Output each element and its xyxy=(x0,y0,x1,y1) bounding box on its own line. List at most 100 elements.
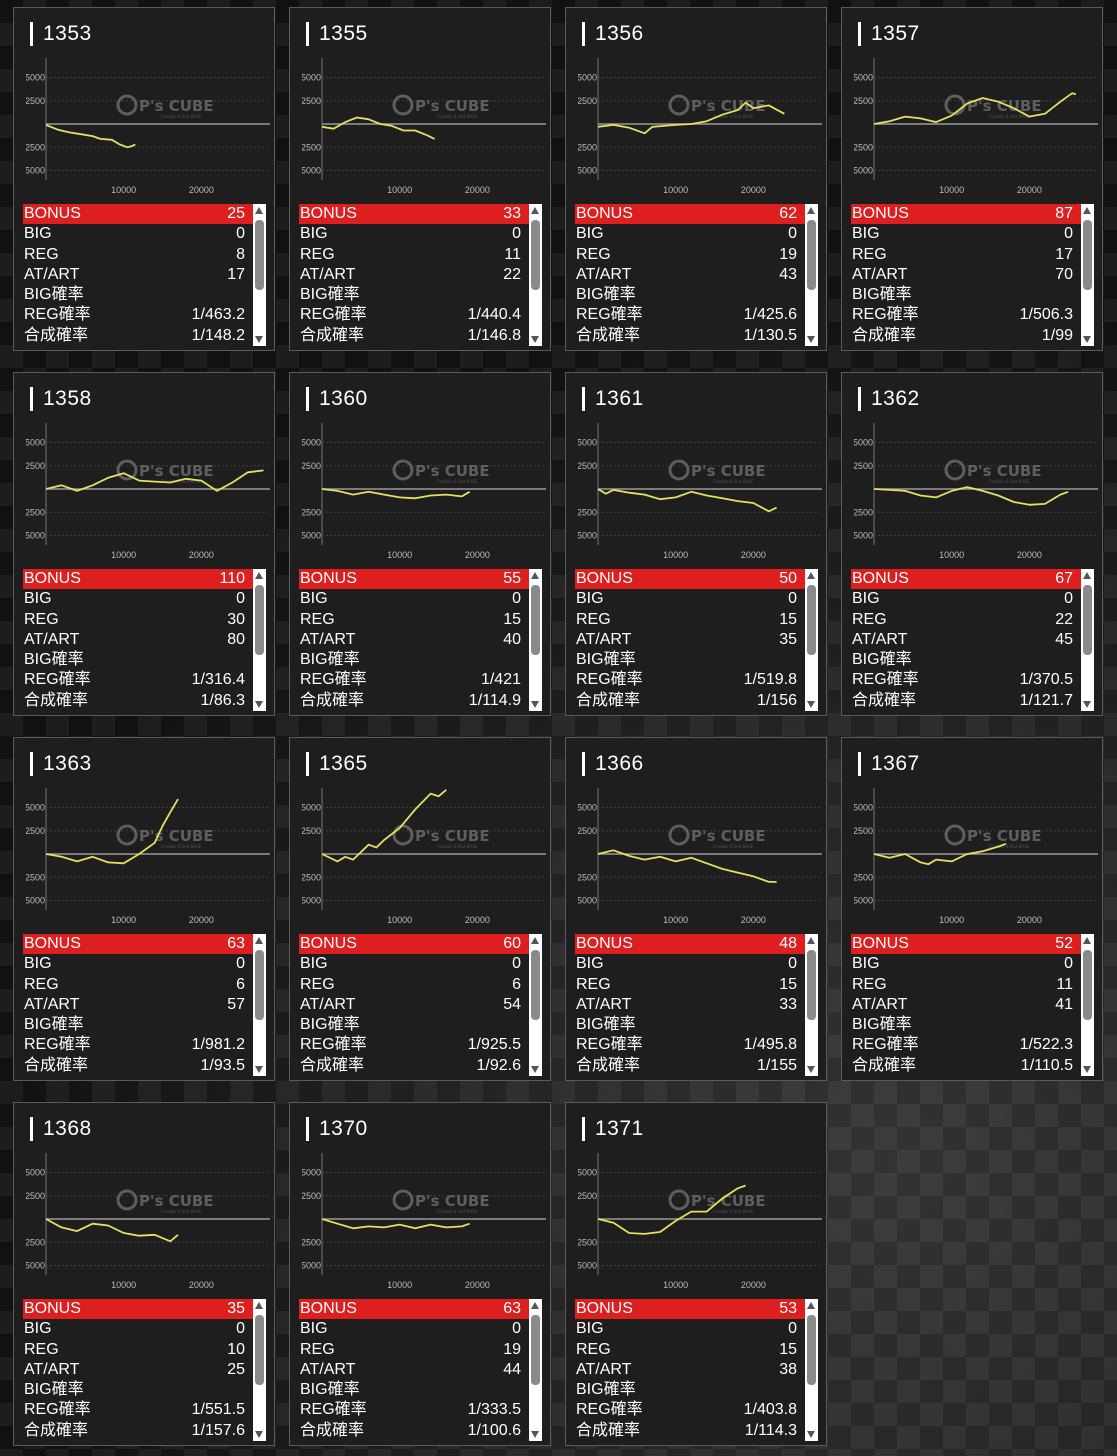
reg-prob-label: REG確率 xyxy=(24,1401,91,1419)
scroll-down-arrow-icon[interactable] xyxy=(531,701,539,708)
machine-number[interactable]: 1360 xyxy=(319,387,368,410)
scroll-down-arrow-icon[interactable] xyxy=(531,1066,539,1073)
stats-scrollbar[interactable] xyxy=(805,934,818,1076)
machine-card[interactable]: 1360 5000 2500 -2500 -5000 10000 20000 P's CUB… xyxy=(289,372,551,716)
stats-scrollbar[interactable] xyxy=(1081,204,1094,346)
stats-scrollbar[interactable] xyxy=(1081,934,1094,1076)
scroll-down-arrow-icon[interactable] xyxy=(255,1431,263,1438)
scroll-down-arrow-icon[interactable] xyxy=(807,1431,815,1438)
stats-scrollbar[interactable] xyxy=(805,1299,818,1441)
scroll-down-arrow-icon[interactable] xyxy=(1083,336,1091,343)
reg-prob-value: 1/506.3 xyxy=(1019,306,1073,324)
machine-card[interactable]: 1358 5000 2500 -2500 -5000 10000 20000 P's CUB… xyxy=(13,372,275,716)
scroll-up-arrow-icon[interactable] xyxy=(1083,572,1091,579)
stats-scrollbar[interactable] xyxy=(529,204,542,346)
scroll-up-arrow-icon[interactable] xyxy=(255,207,263,214)
scroll-up-arrow-icon[interactable] xyxy=(255,572,263,579)
scroll-down-arrow-icon[interactable] xyxy=(807,701,815,708)
x-tick-label: 20000 xyxy=(741,550,766,560)
stats-scrollbar[interactable] xyxy=(805,204,818,346)
machine-number[interactable]: 1355 xyxy=(319,22,368,45)
scroll-up-arrow-icon[interactable] xyxy=(807,937,815,944)
scroll-up-arrow-icon[interactable] xyxy=(1083,207,1091,214)
machine-number[interactable]: 1356 xyxy=(595,22,644,45)
scroll-thumb[interactable] xyxy=(531,585,540,655)
scroll-up-arrow-icon[interactable] xyxy=(807,1302,815,1309)
scroll-down-arrow-icon[interactable] xyxy=(807,1066,815,1073)
scroll-thumb[interactable] xyxy=(531,220,540,290)
scroll-up-arrow-icon[interactable] xyxy=(531,207,539,214)
machine-card[interactable]: 1370 5000 2500 -2500 -5000 10000 20000 P's CUB… xyxy=(289,1102,551,1446)
machine-card[interactable]: 1365 5000 2500 -2500 -5000 10000 20000 P's CUB… xyxy=(289,737,551,1081)
y-tick-label: 2500 xyxy=(26,1191,45,1201)
stats-scrollbar[interactable] xyxy=(529,1299,542,1441)
scroll-thumb[interactable] xyxy=(807,1315,816,1385)
reg-value: 11 xyxy=(1056,975,1073,993)
scroll-thumb[interactable] xyxy=(255,585,264,655)
scroll-thumb[interactable] xyxy=(807,220,816,290)
stats-scrollbar[interactable] xyxy=(1081,569,1094,711)
machine-number[interactable]: 1371 xyxy=(595,1117,644,1140)
machine-card[interactable]: 1371 5000 2500 -2500 -5000 10000 20000 P's CUB… xyxy=(565,1102,827,1446)
scroll-up-arrow-icon[interactable] xyxy=(1083,937,1091,944)
machine-number[interactable]: 1362 xyxy=(871,387,920,410)
scroll-down-arrow-icon[interactable] xyxy=(255,701,263,708)
scroll-down-arrow-icon[interactable] xyxy=(531,1431,539,1438)
big-value: 0 xyxy=(512,955,521,973)
machine-number[interactable]: 1366 xyxy=(595,752,644,775)
stats-scrollbar[interactable] xyxy=(253,1299,266,1441)
scroll-thumb[interactable] xyxy=(255,950,264,1020)
atart-value: 80 xyxy=(227,630,245,648)
scroll-thumb[interactable] xyxy=(1083,585,1092,655)
scroll-thumb[interactable] xyxy=(1083,220,1092,290)
scroll-thumb[interactable] xyxy=(255,1315,264,1385)
machine-number[interactable]: 1357 xyxy=(871,22,920,45)
machine-number[interactable]: 1358 xyxy=(43,387,92,410)
atart-row: AT/ART 33 xyxy=(575,995,817,1015)
y-tick-label: -2500 xyxy=(26,142,45,152)
scroll-thumb[interactable] xyxy=(807,950,816,1020)
scroll-down-arrow-icon[interactable] xyxy=(1083,701,1091,708)
stats-scrollbar[interactable] xyxy=(253,569,266,711)
machine-card[interactable]: 1356 5000 2500 -2500 -5000 10000 20000 P's CUB… xyxy=(565,7,827,351)
stats-scrollbar[interactable] xyxy=(529,569,542,711)
machine-number[interactable]: 1370 xyxy=(319,1117,368,1140)
machine-number[interactable]: 1363 xyxy=(43,752,92,775)
scroll-up-arrow-icon[interactable] xyxy=(531,572,539,579)
scroll-up-arrow-icon[interactable] xyxy=(531,937,539,944)
machine-number[interactable]: 1367 xyxy=(871,752,920,775)
stats-scrollbar[interactable] xyxy=(805,569,818,711)
scroll-down-arrow-icon[interactable] xyxy=(255,1066,263,1073)
machine-card[interactable]: 1361 5000 2500 -2500 -5000 10000 20000 P's CUB… xyxy=(565,372,827,716)
scroll-thumb[interactable] xyxy=(531,1315,540,1385)
stats-scrollbar[interactable] xyxy=(253,204,266,346)
machine-card[interactable]: 1357 5000 2500 -2500 -5000 10000 20000 P's CUB… xyxy=(841,7,1103,351)
scroll-down-arrow-icon[interactable] xyxy=(255,336,263,343)
scroll-up-arrow-icon[interactable] xyxy=(807,207,815,214)
y-tick-label: -5000 xyxy=(854,166,873,176)
machine-number[interactable]: 1361 xyxy=(595,387,644,410)
scroll-down-arrow-icon[interactable] xyxy=(531,336,539,343)
scroll-up-arrow-icon[interactable] xyxy=(255,1302,263,1309)
machine-card[interactable]: 1353 5000 2500 -2500 -5000 10000 20000 P's CUB… xyxy=(13,7,275,351)
scroll-down-arrow-icon[interactable] xyxy=(807,336,815,343)
machine-card[interactable]: 1362 5000 2500 -2500 -5000 10000 20000 P's CUB… xyxy=(841,372,1103,716)
scroll-thumb[interactable] xyxy=(255,220,264,290)
scroll-thumb[interactable] xyxy=(1083,950,1092,1020)
machine-card[interactable]: 1367 5000 2500 -2500 -5000 10000 20000 P's CUB… xyxy=(841,737,1103,1081)
machine-number[interactable]: 1368 xyxy=(43,1117,92,1140)
stats-scrollbar[interactable] xyxy=(253,934,266,1076)
scroll-thumb[interactable] xyxy=(531,950,540,1020)
stats-scrollbar[interactable] xyxy=(529,934,542,1076)
scroll-thumb[interactable] xyxy=(807,585,816,655)
scroll-up-arrow-icon[interactable] xyxy=(531,1302,539,1309)
machine-card[interactable]: 1355 5000 2500 -2500 -5000 10000 20000 P's CUB… xyxy=(289,7,551,351)
scroll-up-arrow-icon[interactable] xyxy=(255,937,263,944)
scroll-up-arrow-icon[interactable] xyxy=(807,572,815,579)
machine-number[interactable]: 1353 xyxy=(43,22,92,45)
scroll-down-arrow-icon[interactable] xyxy=(1083,1066,1091,1073)
machine-number[interactable]: 1365 xyxy=(319,752,368,775)
machine-card[interactable]: 1363 5000 2500 -2500 -5000 10000 20000 P's CUB… xyxy=(13,737,275,1081)
machine-card[interactable]: 1368 5000 2500 -2500 -5000 10000 20000 P's CUB… xyxy=(13,1102,275,1446)
machine-card[interactable]: 1366 5000 2500 -2500 -5000 10000 20000 P's CUB… xyxy=(565,737,827,1081)
